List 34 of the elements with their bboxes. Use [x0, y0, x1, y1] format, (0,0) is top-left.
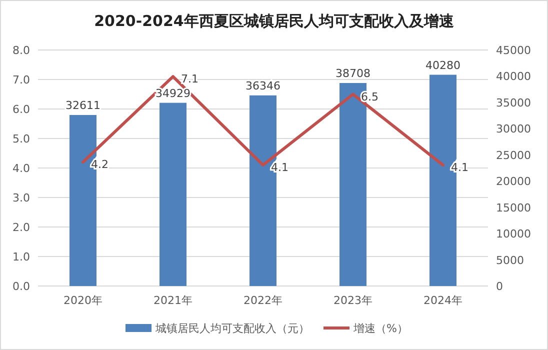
y2-tick-label: 40000: [496, 70, 531, 84]
legend-label: 增速（%）: [352, 322, 408, 335]
x-tick-label: 2022年: [244, 294, 282, 307]
y2-tick-label: 20000: [496, 175, 531, 188]
y2-tick-label: 25000: [496, 148, 531, 162]
y2-tick-label: 0: [496, 280, 503, 293]
x-tick-label: 2020年: [64, 294, 102, 307]
data-label: 32611: [66, 98, 100, 112]
x-tick-label: 2024年: [424, 294, 462, 307]
y-tick-label: 8.0: [12, 44, 30, 57]
y-tick-label: 1.0: [12, 250, 30, 264]
legend-label: 城镇居民人均可支配收入（元）: [154, 322, 310, 335]
y2-tick-label: 10000: [496, 228, 531, 241]
data-label: 34929: [156, 86, 190, 100]
chart-title: 2020-2024年西夏区城镇居民人均可支配收入及增速: [94, 12, 455, 30]
bar: [160, 102, 186, 286]
y2-tick-label: 5000: [496, 254, 524, 267]
data-label: 7.1: [181, 72, 198, 86]
y-tick-label: 6.0: [12, 103, 30, 116]
data-label: 40280: [426, 58, 460, 72]
y2-tick-label: 45000: [496, 44, 531, 57]
y2-tick-label: 35000: [496, 96, 531, 110]
y2-tick-label: 15000: [496, 201, 531, 214]
data-label: 38708: [336, 67, 370, 80]
y2-tick-label: 30000: [496, 122, 531, 136]
x-tick-label: 2021年: [154, 294, 192, 307]
y-tick-label: 2.0: [12, 221, 30, 234]
data-label: 36346: [246, 79, 280, 92]
y-tick-label: 3.0: [12, 192, 30, 204]
y-tick-label: 7.0: [12, 74, 30, 86]
x-tick-label: 2023年: [334, 294, 372, 307]
y-tick-label: 0.0: [12, 280, 30, 293]
y-tick-label: 4.0: [12, 162, 30, 175]
y-tick-label: 5.0: [12, 132, 30, 146]
